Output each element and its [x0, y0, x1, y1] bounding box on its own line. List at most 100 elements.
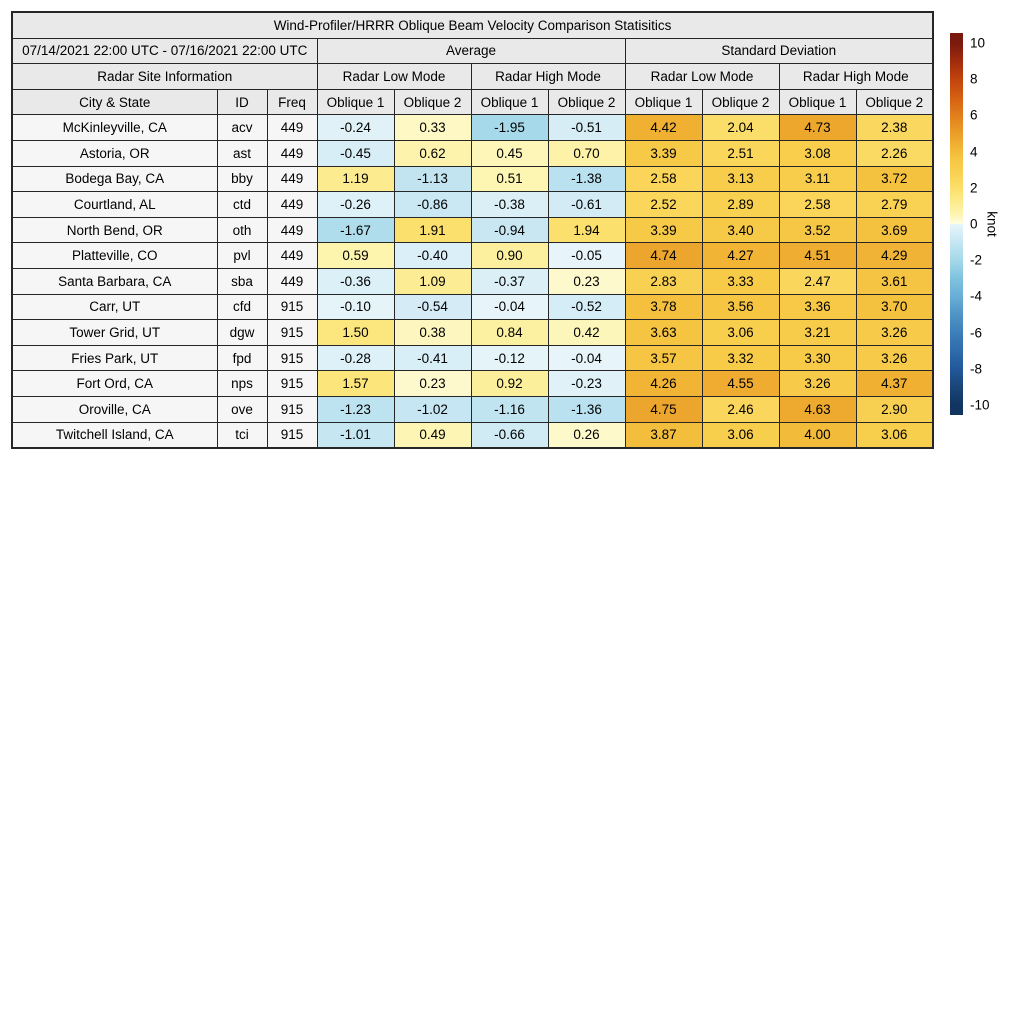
- value-cell: 0.23: [393, 370, 472, 397]
- freq-cell: 915: [266, 293, 318, 321]
- table-row: Tower Grid, UT dgw 915 1.50 0.38 0.84 0.42 3.63…: [11, 319, 934, 346]
- city-cell: Platteville, CO: [11, 242, 218, 269]
- value-cell: 3.30: [778, 344, 857, 372]
- freq-cell: 915: [266, 421, 318, 449]
- value-cell: 2.04: [701, 114, 780, 141]
- value-cell: -0.38: [470, 191, 549, 218]
- city-cell: Carr, UT: [11, 293, 218, 321]
- freq-cell: 915: [266, 319, 318, 346]
- value-cell: 2.90: [855, 395, 934, 423]
- colorbar-tick-label: -4: [970, 288, 983, 304]
- table-row: Astoria, OR ast 449 -0.45 0.62 0.45 0.70 3.39 2.…: [11, 139, 934, 167]
- oblique2-header: Oblique 2: [855, 88, 934, 116]
- value-cell: 2.83: [624, 267, 703, 295]
- value-cell: 2.38: [855, 114, 934, 141]
- id-cell: dgw: [216, 319, 268, 346]
- colorbar-tick-label: 2: [970, 180, 978, 196]
- city-cell: Fries Park, UT: [11, 344, 218, 372]
- comparison-statistics-table: Wind-Profiler/HRRR Oblique Beam Velocity…: [11, 11, 935, 450]
- value-cell: 3.40: [701, 216, 780, 244]
- city-cell: North Bend, OR: [11, 216, 218, 244]
- value-cell: 0.49: [393, 421, 472, 449]
- value-cell: 4.27: [701, 242, 780, 269]
- value-cell: -0.54: [393, 293, 472, 321]
- oblique1-header: Oblique 1: [624, 88, 703, 116]
- value-cell: 0.70: [547, 139, 626, 167]
- value-cell: 2.58: [778, 191, 857, 218]
- value-cell: -0.37: [470, 267, 549, 295]
- value-cell: -0.45: [316, 139, 395, 167]
- value-cell: 3.61: [855, 267, 934, 295]
- colorbar-tick-label: 8: [970, 71, 978, 87]
- value-cell: 4.26: [624, 370, 703, 397]
- colorbar-tick-label: 10: [970, 35, 986, 51]
- value-cell: 1.94: [547, 216, 626, 244]
- colorbar-axis-label: knot: [984, 211, 1000, 237]
- city-cell: Twitchell Island, CA: [11, 421, 218, 449]
- value-cell: -0.66: [470, 421, 549, 449]
- freq-cell: 449: [266, 191, 318, 218]
- oblique1-header: Oblique 1: [470, 88, 549, 116]
- value-cell: -0.40: [393, 242, 472, 269]
- value-cell: 4.75: [624, 395, 703, 423]
- value-cell: 3.63: [624, 319, 703, 346]
- value-cell: -0.24: [316, 114, 395, 141]
- oblique2-header: Oblique 2: [393, 88, 472, 116]
- city-cell: Santa Barbara, CA: [11, 267, 218, 295]
- city-cell: McKinleyville, CA: [11, 114, 218, 141]
- sd-high-mode-header: Radar High Mode: [778, 63, 934, 90]
- value-cell: -0.41: [393, 344, 472, 372]
- value-cell: 4.63: [778, 395, 857, 423]
- value-cell: -0.23: [547, 370, 626, 397]
- freq-cell: 915: [266, 395, 318, 423]
- oblique2-header: Oblique 2: [701, 88, 780, 116]
- value-cell: 0.42: [547, 319, 626, 346]
- city-cell: Astoria, OR: [11, 139, 218, 167]
- value-cell: 4.55: [701, 370, 780, 397]
- value-cell: 2.52: [624, 191, 703, 218]
- id-cell: ast: [216, 139, 268, 167]
- id-cell: fpd: [216, 344, 268, 372]
- value-cell: 3.06: [701, 421, 780, 449]
- id-cell: bby: [216, 165, 268, 193]
- colorbar-tick-label: 0: [970, 216, 978, 232]
- value-cell: 3.70: [855, 293, 934, 321]
- value-cell: 2.47: [778, 267, 857, 295]
- id-cell: ctd: [216, 191, 268, 218]
- freq-cell: 449: [266, 165, 318, 193]
- colorbar-tick-label: -6: [970, 325, 983, 341]
- freq-cell: 449: [266, 139, 318, 167]
- value-cell: 1.50: [316, 319, 395, 346]
- colorbar-tick-label: -8: [970, 361, 983, 377]
- value-cell: 3.39: [624, 216, 703, 244]
- id-cell: acv: [216, 114, 268, 141]
- value-cell: 3.26: [855, 344, 934, 372]
- table-title: Wind-Profiler/HRRR Oblique Beam Velocity…: [11, 11, 934, 39]
- value-cell: 2.26: [855, 139, 934, 167]
- freq-cell: 449: [266, 216, 318, 244]
- value-cell: 1.57: [316, 370, 395, 397]
- table-row: Oroville, CA ove 915 -1.23 -1.02 -1.16 -1.36 4.…: [11, 395, 934, 423]
- value-cell: 3.11: [778, 165, 857, 193]
- table-row: Platteville, CO pvl 449 0.59 -0.40 0.90 -0.05 4…: [11, 242, 934, 269]
- table-row: McKinleyville, CA acv 449 -0.24 0.33 -1.95 -0.…: [11, 114, 934, 141]
- table-row: North Bend, OR oth 449 -1.67 1.91 -0.94 1.94 3.…: [11, 216, 934, 244]
- value-cell: -1.16: [470, 395, 549, 423]
- value-cell: 3.72: [855, 165, 934, 193]
- value-cell: 4.42: [624, 114, 703, 141]
- value-cell: 1.19: [316, 165, 395, 193]
- id-cell: ove: [216, 395, 268, 423]
- value-cell: 4.29: [855, 242, 934, 269]
- table-row: Fries Park, UT fpd 915 -0.28 -0.41 -0.12 -0.04…: [11, 344, 934, 372]
- column-header-row: City & State ID Freq Oblique 1 Oblique 2…: [11, 88, 934, 116]
- value-cell: -1.38: [547, 165, 626, 193]
- value-cell: 3.87: [624, 421, 703, 449]
- oblique1-header: Oblique 1: [778, 88, 857, 116]
- avg-low-mode-header: Radar Low Mode: [316, 63, 472, 90]
- value-cell: 0.38: [393, 319, 472, 346]
- value-cell: 1.91: [393, 216, 472, 244]
- id-header: ID: [216, 88, 268, 116]
- value-cell: -0.86: [393, 191, 472, 218]
- value-cell: 3.39: [624, 139, 703, 167]
- colorbar-tick-label: -10: [970, 397, 990, 413]
